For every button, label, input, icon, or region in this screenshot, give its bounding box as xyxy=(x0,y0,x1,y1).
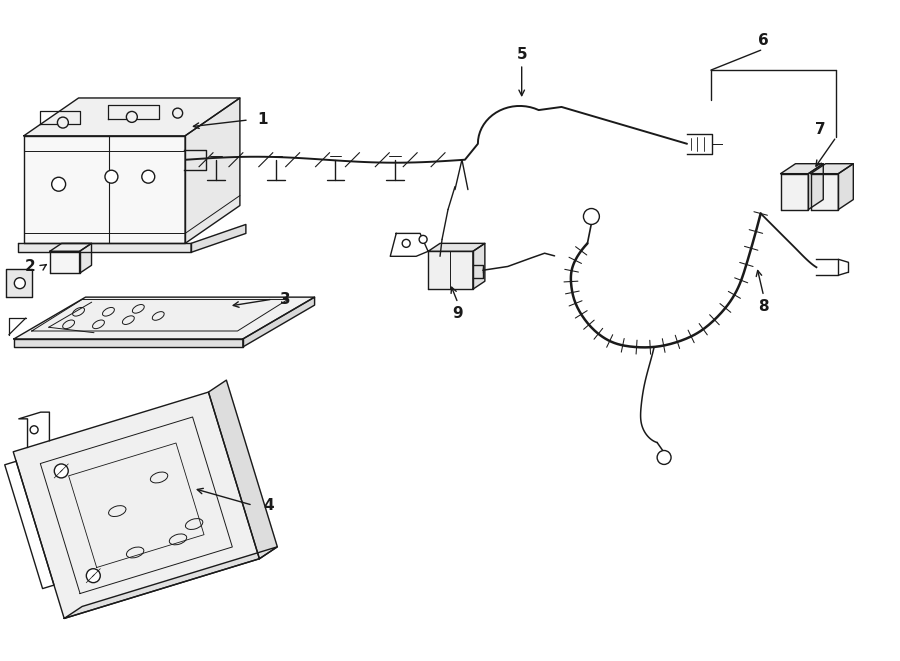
Circle shape xyxy=(142,171,155,183)
Circle shape xyxy=(58,117,68,128)
Polygon shape xyxy=(191,225,246,253)
Polygon shape xyxy=(428,243,485,251)
Text: 2: 2 xyxy=(24,258,35,274)
Polygon shape xyxy=(79,243,92,273)
Polygon shape xyxy=(428,251,472,289)
Circle shape xyxy=(583,208,599,225)
Circle shape xyxy=(173,108,183,118)
Circle shape xyxy=(657,451,671,465)
Polygon shape xyxy=(64,547,277,619)
Polygon shape xyxy=(14,297,315,339)
Polygon shape xyxy=(780,174,808,210)
Circle shape xyxy=(30,426,38,434)
Polygon shape xyxy=(23,98,240,136)
Text: 7: 7 xyxy=(815,122,825,137)
Polygon shape xyxy=(839,164,853,210)
Polygon shape xyxy=(811,164,853,174)
Polygon shape xyxy=(50,243,92,251)
Text: 4: 4 xyxy=(264,498,274,513)
Text: 8: 8 xyxy=(759,299,769,313)
Text: 3: 3 xyxy=(281,292,291,307)
Polygon shape xyxy=(243,297,315,347)
Circle shape xyxy=(105,171,118,183)
Circle shape xyxy=(419,235,428,243)
Circle shape xyxy=(402,239,410,247)
Polygon shape xyxy=(23,136,185,243)
Circle shape xyxy=(14,278,25,289)
Text: 9: 9 xyxy=(453,305,464,321)
Polygon shape xyxy=(811,174,839,210)
Polygon shape xyxy=(14,339,243,347)
Polygon shape xyxy=(6,269,32,297)
Circle shape xyxy=(51,177,66,191)
Circle shape xyxy=(86,568,100,582)
Text: 6: 6 xyxy=(759,33,769,48)
Circle shape xyxy=(54,464,68,478)
Text: 1: 1 xyxy=(257,112,268,128)
Polygon shape xyxy=(50,251,79,273)
Polygon shape xyxy=(209,380,277,559)
Polygon shape xyxy=(14,392,259,619)
Polygon shape xyxy=(185,98,240,243)
Polygon shape xyxy=(472,243,485,289)
Text: 5: 5 xyxy=(517,47,527,61)
Polygon shape xyxy=(18,243,191,253)
Polygon shape xyxy=(808,164,824,210)
Polygon shape xyxy=(780,164,824,174)
Circle shape xyxy=(126,112,138,122)
